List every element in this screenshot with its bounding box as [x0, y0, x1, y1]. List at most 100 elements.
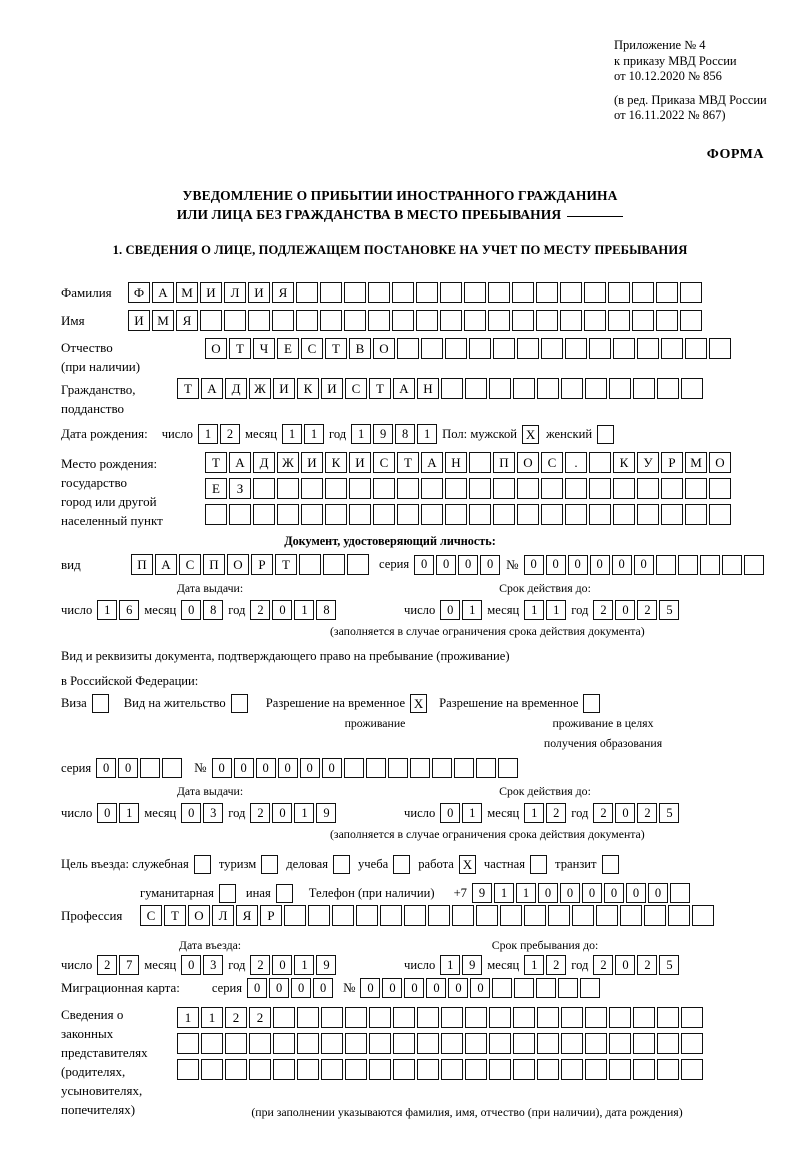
- char-box[interactable]: [561, 1007, 583, 1028]
- char-box[interactable]: 0: [313, 978, 334, 998]
- char-box[interactable]: 0: [567, 554, 588, 575]
- char-box[interactable]: [589, 452, 611, 473]
- char-box[interactable]: 0: [291, 978, 312, 998]
- char-box[interactable]: [321, 1007, 343, 1028]
- char-box[interactable]: Р: [260, 905, 282, 926]
- char-box[interactable]: [325, 504, 347, 525]
- char-box[interactable]: Т: [325, 338, 347, 359]
- char-box[interactable]: [680, 310, 702, 331]
- char-box[interactable]: [277, 478, 299, 499]
- char-box[interactable]: 0: [272, 803, 293, 823]
- char-box[interactable]: [416, 310, 438, 331]
- char-box[interactable]: [417, 1007, 439, 1028]
- char-box[interactable]: [489, 1007, 511, 1028]
- char-box[interactable]: [661, 478, 683, 499]
- char-box[interactable]: [596, 905, 618, 926]
- char-box[interactable]: [296, 310, 318, 331]
- char-box[interactable]: [323, 554, 345, 575]
- char-box[interactable]: Т: [177, 378, 199, 399]
- char-box[interactable]: К: [325, 452, 347, 473]
- char-box[interactable]: А: [229, 452, 251, 473]
- char-box[interactable]: [296, 282, 318, 303]
- char-box[interactable]: [565, 504, 587, 525]
- char-box[interactable]: [417, 1059, 439, 1080]
- char-box[interactable]: [584, 282, 606, 303]
- char-box[interactable]: [536, 282, 558, 303]
- char-box[interactable]: [517, 478, 539, 499]
- char-box[interactable]: 0: [615, 955, 636, 975]
- char-box[interactable]: К: [297, 378, 319, 399]
- char-box[interactable]: [297, 1033, 319, 1054]
- char-box[interactable]: 1: [281, 424, 302, 444]
- char-box[interactable]: Т: [229, 338, 251, 359]
- char-box[interactable]: 0: [414, 554, 435, 575]
- char-box[interactable]: [320, 310, 342, 331]
- char-box[interactable]: [368, 310, 390, 331]
- char-box[interactable]: С: [541, 452, 563, 473]
- char-box[interactable]: [669, 883, 690, 903]
- char-box[interactable]: [680, 282, 702, 303]
- char-box[interactable]: Е: [277, 338, 299, 359]
- char-box[interactable]: [465, 1059, 487, 1080]
- char-box[interactable]: [685, 504, 707, 525]
- char-box[interactable]: 9: [316, 803, 337, 823]
- char-box[interactable]: И: [349, 452, 371, 473]
- char-box[interactable]: [709, 504, 731, 525]
- char-box[interactable]: [633, 378, 655, 399]
- char-box[interactable]: [661, 338, 683, 359]
- char-box[interactable]: [633, 1007, 655, 1028]
- char-box[interactable]: [416, 282, 438, 303]
- char-box[interactable]: [721, 554, 742, 575]
- char-box[interactable]: 0: [97, 803, 118, 823]
- residence-permit-checkbox[interactable]: [230, 694, 248, 713]
- char-box[interactable]: У: [637, 452, 659, 473]
- char-box[interactable]: [585, 1007, 607, 1028]
- char-box[interactable]: 6: [119, 600, 140, 620]
- char-box[interactable]: .: [565, 452, 587, 473]
- char-box[interactable]: [380, 905, 402, 926]
- char-box[interactable]: [441, 378, 463, 399]
- char-box[interactable]: [681, 1059, 703, 1080]
- char-box[interactable]: Я: [176, 310, 198, 331]
- char-box[interactable]: [489, 378, 511, 399]
- char-box[interactable]: 1: [462, 600, 483, 620]
- birthplace-input-3[interactable]: [205, 504, 733, 525]
- char-box[interactable]: [637, 338, 659, 359]
- char-box[interactable]: 1: [201, 1007, 223, 1028]
- char-box[interactable]: [345, 1007, 367, 1028]
- char-box[interactable]: [517, 338, 539, 359]
- char-box[interactable]: [620, 905, 642, 926]
- char-box[interactable]: [301, 504, 323, 525]
- char-box[interactable]: [273, 1059, 295, 1080]
- char-box[interactable]: [633, 1033, 655, 1054]
- purpose-study-checkbox[interactable]: [393, 855, 411, 874]
- char-box[interactable]: [637, 504, 659, 525]
- char-box[interactable]: [343, 758, 364, 778]
- char-box[interactable]: [349, 504, 371, 525]
- char-box[interactable]: [541, 478, 563, 499]
- char-box[interactable]: С: [301, 338, 323, 359]
- char-box[interactable]: [537, 1033, 559, 1054]
- char-box[interactable]: 1: [417, 424, 438, 444]
- char-box[interactable]: [321, 1059, 343, 1080]
- char-box[interactable]: [493, 504, 515, 525]
- char-box[interactable]: [685, 478, 707, 499]
- char-box[interactable]: Я: [272, 282, 294, 303]
- char-box[interactable]: П: [131, 554, 153, 575]
- char-box[interactable]: [497, 758, 518, 778]
- char-box[interactable]: [421, 338, 443, 359]
- purpose-work-checkbox[interactable]: X: [458, 855, 476, 874]
- char-box[interactable]: [200, 310, 222, 331]
- char-box[interactable]: [589, 338, 611, 359]
- char-box[interactable]: 0: [436, 554, 457, 575]
- char-box[interactable]: [344, 282, 366, 303]
- char-box[interactable]: [492, 978, 513, 998]
- char-box[interactable]: 0: [211, 758, 232, 778]
- char-box[interactable]: 1: [294, 600, 315, 620]
